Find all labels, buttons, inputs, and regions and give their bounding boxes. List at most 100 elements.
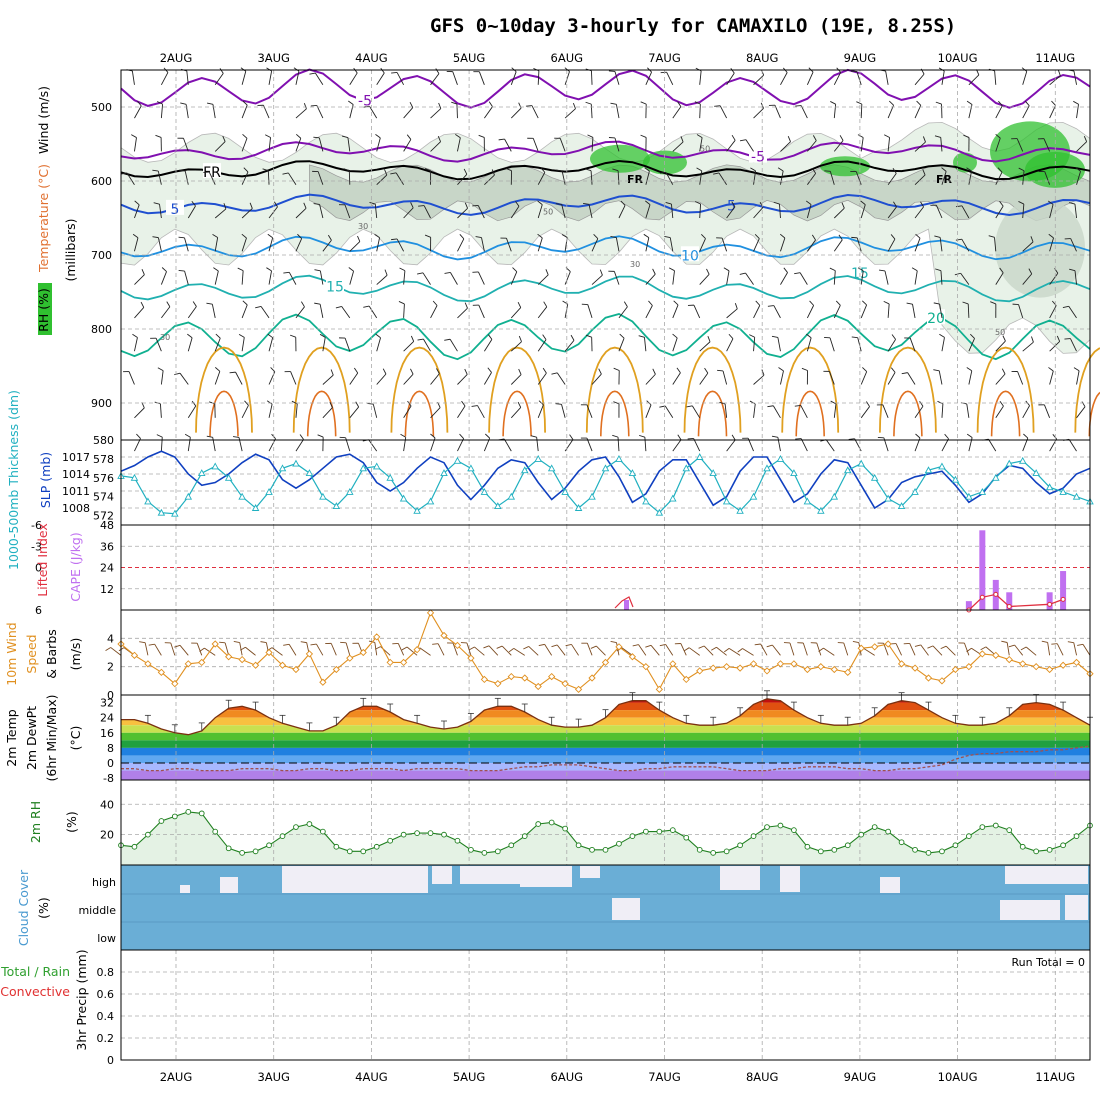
wind-barb (368, 305, 378, 319)
wind-barb (693, 304, 701, 319)
wind-barb (612, 434, 619, 438)
wind-barb (665, 202, 672, 205)
wind-speed-point (426, 609, 435, 617)
total-rain-label: Total / Rain (0, 964, 70, 979)
wind-barb (457, 405, 466, 419)
wind-barb (593, 233, 599, 239)
wind-barb (995, 340, 1006, 352)
wind-barb (1049, 272, 1059, 285)
wind-barb (812, 135, 817, 141)
date-tick-label-top: 7AUG (648, 51, 681, 65)
wind-barb (772, 644, 781, 656)
wind-speed-point (749, 660, 758, 668)
wind-barb (417, 272, 424, 275)
wind-barb (939, 304, 943, 318)
wind-barb (645, 273, 656, 285)
rh2m-point (589, 846, 595, 853)
wind-barb (719, 105, 728, 119)
lifted-index-point (979, 594, 985, 600)
wind-barb (464, 368, 468, 375)
thickness-point (305, 469, 314, 477)
thickness-point (857, 459, 865, 467)
wind-barb (564, 71, 570, 85)
wind-barb (966, 167, 972, 172)
wind-barb (1057, 69, 1061, 76)
wind-barb (1018, 167, 1025, 172)
wind-barb (243, 167, 249, 173)
thickness-point (628, 469, 637, 477)
wind-barb (914, 238, 921, 252)
wind-barb (669, 237, 674, 252)
wind-barb (241, 237, 247, 252)
wind-barb (283, 271, 290, 274)
rh2m-point (306, 821, 313, 827)
thickness-point (830, 492, 839, 500)
wind-barb (451, 101, 458, 105)
wind-barb (779, 204, 781, 219)
thickness-point (413, 506, 421, 514)
wind-barb (753, 238, 760, 252)
wind-barb (295, 71, 300, 85)
rh2m-point (198, 810, 205, 817)
wind-barb (407, 400, 412, 407)
wind-barb (711, 646, 717, 651)
wind-barb (187, 405, 197, 419)
wind-barb (818, 647, 824, 652)
wind-barb (619, 333, 625, 339)
wind-barb (860, 204, 866, 219)
wind-barb (452, 642, 458, 656)
wind-barb (398, 301, 405, 305)
wind-barb (240, 646, 246, 651)
wind-barb (543, 301, 548, 308)
wind-barb (457, 374, 468, 385)
contour-label: 5 (727, 199, 736, 215)
wind-barb (183, 138, 189, 152)
rh2m-point (346, 848, 353, 855)
wind-barb (585, 334, 592, 338)
wind-barb (615, 104, 620, 119)
wind-barb (391, 238, 398, 241)
lifted-index-point (1060, 596, 1066, 602)
wind-barb (617, 437, 620, 452)
wind-barb (184, 170, 189, 185)
wind-barb (233, 436, 240, 438)
wind-barb (676, 367, 681, 374)
wind-barb (955, 238, 962, 241)
wind-barb (932, 645, 943, 656)
wind-barb (491, 169, 495, 176)
wind-barb (322, 374, 334, 385)
wind-barb (545, 269, 549, 276)
date-tick-label-bottom: 5AUG (453, 1070, 486, 1084)
wind-barb (670, 204, 674, 219)
wind-barb (660, 71, 667, 74)
convective-label: Convective (0, 984, 70, 999)
date-tick-label-bottom: 6AUG (551, 1070, 584, 1084)
lifted-index-axis-label: Lifted Index (35, 523, 50, 597)
wind-barb (800, 405, 808, 419)
wind-barb (403, 373, 414, 385)
wind-barb (1020, 646, 1027, 651)
wind-barb (773, 201, 780, 205)
cloud-gap (460, 866, 522, 884)
wind-barb (726, 439, 736, 452)
wind-barb (419, 647, 431, 656)
wind-barb (475, 236, 482, 239)
wind-barb (964, 642, 970, 656)
wind-barb (1082, 644, 1091, 656)
wind-barb (940, 137, 943, 152)
wind-barb (208, 171, 216, 185)
wind-barb (1067, 641, 1074, 644)
wind-barb (266, 67, 272, 72)
wind-barb (1073, 642, 1077, 656)
wind-barb (1002, 335, 1006, 342)
wind-barb (852, 641, 859, 643)
rh2m-point (373, 843, 380, 850)
wind-barb (179, 645, 189, 656)
wind-speed-point (588, 674, 596, 682)
rh2m-point (212, 828, 219, 835)
rh2m-unit-label: (%) (64, 811, 79, 833)
wind-barb (927, 645, 934, 649)
date-tick-label-top: 10AUG (938, 51, 978, 65)
wind-barb (1016, 138, 1024, 152)
thickness-point (278, 464, 287, 472)
